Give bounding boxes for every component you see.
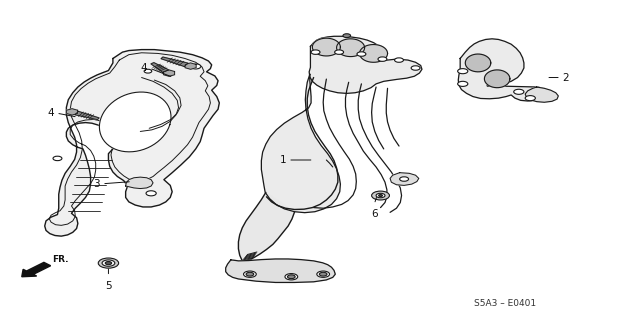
Text: FR.: FR. (52, 255, 69, 264)
Circle shape (246, 272, 253, 276)
Polygon shape (239, 192, 294, 261)
Polygon shape (337, 39, 365, 57)
Text: 6: 6 (371, 209, 378, 219)
Polygon shape (161, 57, 188, 67)
Circle shape (357, 52, 366, 56)
Circle shape (394, 58, 403, 62)
Polygon shape (458, 39, 547, 101)
Circle shape (379, 195, 383, 196)
Circle shape (458, 69, 468, 74)
Polygon shape (360, 44, 388, 62)
Circle shape (343, 34, 351, 37)
Polygon shape (67, 109, 77, 115)
Text: 2: 2 (562, 73, 569, 83)
Circle shape (399, 177, 408, 181)
Polygon shape (185, 63, 196, 69)
Text: 4: 4 (140, 63, 147, 73)
Polygon shape (309, 36, 422, 93)
Polygon shape (226, 259, 335, 283)
Circle shape (102, 260, 115, 266)
Circle shape (105, 261, 111, 265)
Text: S5A3 – E0401: S5A3 – E0401 (474, 300, 536, 308)
Text: 1: 1 (280, 155, 286, 165)
Polygon shape (261, 74, 340, 213)
Polygon shape (312, 38, 340, 56)
Circle shape (378, 57, 387, 61)
Text: 4: 4 (47, 108, 54, 118)
Circle shape (458, 81, 468, 86)
Polygon shape (45, 50, 220, 236)
FancyArrow shape (22, 262, 51, 277)
Polygon shape (525, 87, 558, 102)
Text: 5: 5 (105, 281, 112, 291)
Polygon shape (164, 70, 175, 76)
Circle shape (287, 275, 295, 279)
Circle shape (99, 258, 118, 268)
Circle shape (319, 272, 327, 276)
Circle shape (372, 191, 390, 200)
Circle shape (144, 69, 152, 73)
Polygon shape (75, 111, 99, 120)
Circle shape (514, 89, 524, 94)
Circle shape (146, 191, 156, 196)
Polygon shape (151, 63, 169, 72)
Polygon shape (390, 173, 419, 185)
Circle shape (525, 96, 536, 101)
Polygon shape (99, 92, 171, 152)
Circle shape (311, 50, 320, 54)
Polygon shape (125, 177, 153, 188)
Circle shape (53, 156, 62, 161)
Circle shape (411, 66, 420, 70)
Circle shape (317, 271, 330, 277)
Polygon shape (465, 54, 491, 72)
Text: 3: 3 (93, 179, 100, 189)
Circle shape (285, 274, 298, 280)
Circle shape (191, 64, 201, 69)
Circle shape (244, 271, 256, 277)
Circle shape (376, 193, 385, 198)
Circle shape (335, 50, 344, 54)
Polygon shape (484, 70, 510, 88)
